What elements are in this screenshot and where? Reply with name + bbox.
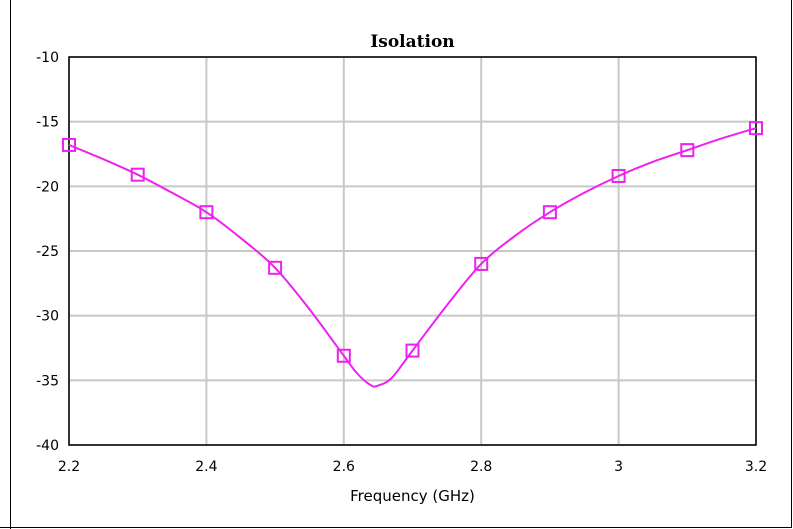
data-point-marker [680, 143, 695, 158]
data-point-marker [749, 121, 763, 136]
series-line [68, 127, 757, 388]
data-point-marker [336, 348, 351, 363]
data-point-marker [474, 256, 489, 271]
chart-title: Isolation [370, 32, 454, 52]
data-point-marker [611, 168, 626, 183]
x-tick-label: 3.2 [745, 459, 767, 475]
x-tick-label: 2.2 [58, 459, 80, 475]
y-tick-label: -25 [36, 244, 59, 260]
x-tick-label: 3 [614, 459, 623, 475]
x-tick-label: 2.4 [195, 459, 217, 475]
figure-left-border [10, 0, 11, 529]
series-layer [62, 121, 763, 388]
x-tick-label: 2.8 [470, 459, 492, 475]
data-point-marker [405, 343, 420, 358]
x-tick-label: 2.6 [333, 459, 355, 475]
plot-area-border [68, 56, 757, 446]
y-tick-label: -30 [36, 309, 59, 325]
y-tick-label: -35 [36, 373, 59, 389]
y-tick-label: -40 [36, 438, 59, 454]
data-point-marker [62, 137, 76, 152]
grid-lines [68, 56, 757, 446]
y-tick-label: -10 [36, 50, 59, 66]
data-point-marker [130, 167, 145, 182]
data-point-marker [199, 205, 214, 220]
x-axis-label: Frequency (GHz) [350, 487, 475, 505]
tick-labels: 2.2 2.4 2.6 2.8 3 3.2 -10 -15 -20 -25 -30 -35 -40 [36, 50, 767, 475]
data-point-marker [542, 205, 557, 220]
y-tick-label: -20 [36, 179, 59, 195]
y-tick-label: -15 [36, 115, 59, 131]
data-point-marker [268, 260, 283, 275]
